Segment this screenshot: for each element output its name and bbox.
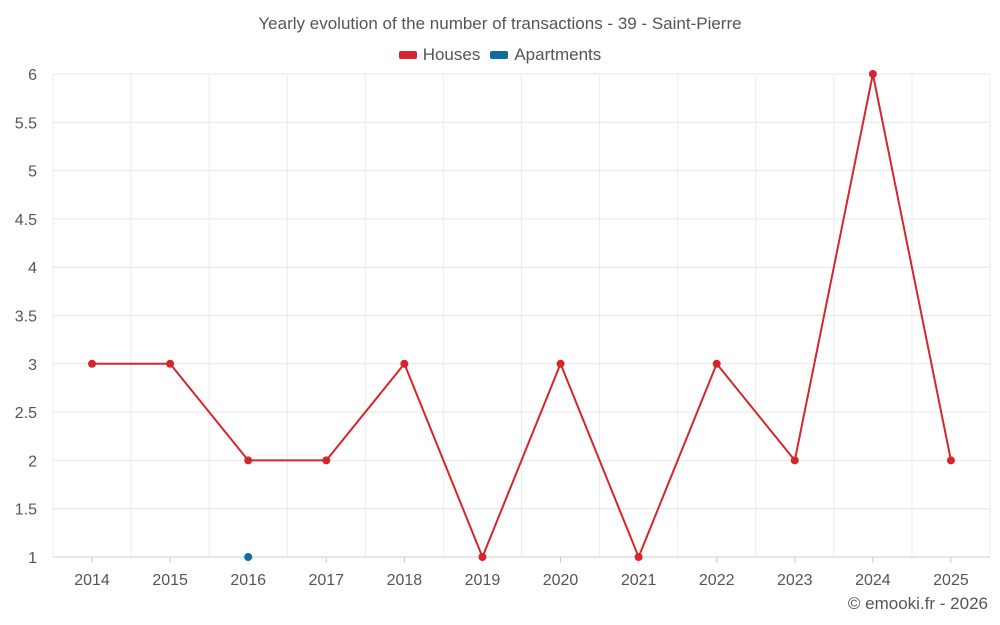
y-tick-label: 6: [28, 67, 37, 84]
y-tick-label: 4: [28, 260, 37, 277]
y-tick-label: 3: [28, 357, 37, 374]
data-point-apartments: [244, 553, 253, 561]
x-tick-label: 2024: [855, 572, 891, 589]
legend-item-houses[interactable]: Houses: [398, 45, 481, 65]
legend-swatch-apartments: [490, 51, 509, 59]
legend-label-houses: Houses: [422, 45, 481, 64]
y-tick-label: 1.5: [15, 502, 37, 519]
credit-text: © emooki.fr - 2026: [847, 594, 988, 613]
data-point-houses: [556, 359, 565, 368]
data-point-houses: [244, 456, 253, 465]
legend-swatch-houses: [398, 51, 417, 59]
data-point-houses: [400, 359, 409, 368]
chart-title: Yearly evolution of the number of transa…: [258, 14, 742, 33]
y-tick-label: 2.5: [15, 405, 37, 422]
x-tick-label: 2018: [387, 572, 423, 589]
legend-label-apartments: Apartments: [514, 45, 602, 64]
x-tick-label: 2021: [621, 572, 657, 589]
data-point-houses: [868, 70, 877, 78]
data-point-houses: [946, 456, 955, 465]
x-tick-label: 2022: [699, 572, 735, 589]
y-tick-label: 2: [28, 453, 37, 470]
data-point-houses: [478, 553, 487, 561]
x-tick-label: 2017: [308, 572, 344, 589]
y-tick-label: 1: [28, 550, 37, 567]
y-tick-label: 5: [28, 164, 37, 181]
data-point-houses: [712, 359, 721, 368]
legend-item-apartments[interactable]: Apartments: [490, 45, 601, 65]
data-point-houses: [322, 456, 331, 465]
x-tick-label: 2023: [777, 572, 813, 589]
x-tick-label: 2020: [543, 572, 579, 589]
data-point-houses: [634, 553, 643, 561]
x-tick-label: 2015: [152, 572, 188, 589]
y-tick-label: 4.5: [15, 212, 37, 229]
x-tick-label: 2019: [465, 572, 501, 589]
x-tick-label: 2016: [230, 572, 266, 589]
x-tick-label: 2014: [74, 572, 110, 589]
y-tick-label: 5.5: [15, 115, 37, 132]
legend: Houses Apartments: [0, 45, 1000, 65]
data-point-houses: [790, 456, 799, 465]
data-point-houses: [166, 359, 175, 368]
x-tick-label: 2025: [933, 572, 969, 589]
series-line-houses: [92, 73, 952, 558]
data-point-houses: [88, 359, 97, 368]
y-tick-label: 3.5: [15, 309, 37, 326]
